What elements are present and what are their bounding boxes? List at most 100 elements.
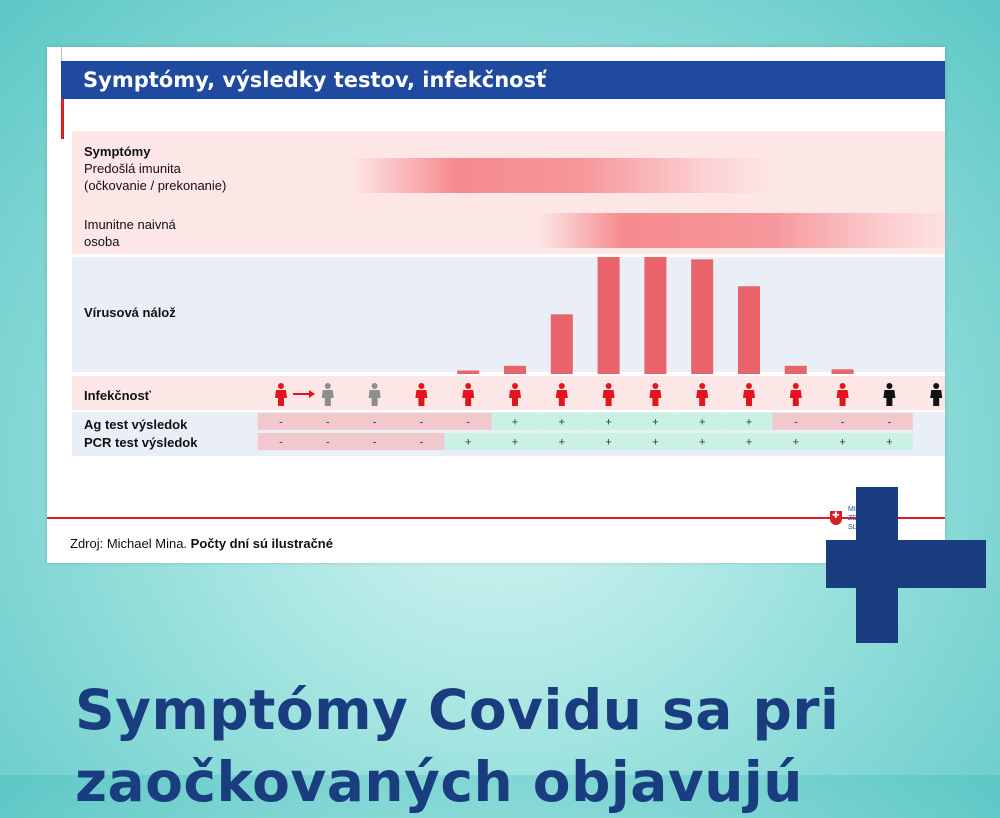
ag-test-cell — [632, 413, 679, 430]
ag-test-cell — [398, 413, 445, 430]
divider — [61, 47, 62, 61]
person-icon-head — [699, 383, 706, 389]
slovak-coat-of-arms-icon — [830, 511, 842, 525]
ag-test-cell — [351, 413, 398, 430]
ag-test-result: - — [326, 417, 330, 429]
arrow-icon — [309, 390, 315, 398]
ag-test-cell — [257, 413, 305, 430]
ag-test-result: - — [279, 417, 283, 429]
pcr-test-cell — [632, 433, 679, 450]
ag-test-cell — [444, 413, 492, 430]
ag-test-result: + — [605, 417, 611, 429]
person-icon — [883, 390, 896, 406]
ag-test-cell — [538, 413, 586, 430]
ag-test-result: - — [888, 417, 892, 429]
pcr-test-result: + — [605, 437, 611, 449]
ag-test-cell — [866, 413, 913, 430]
ag-test-result: + — [652, 417, 658, 429]
ag-test-cell — [491, 413, 539, 430]
person-icon — [836, 390, 849, 406]
pcr-test-cell — [772, 433, 820, 450]
ag-test-cell — [819, 413, 866, 430]
ag-test-cell — [725, 413, 773, 430]
person-icon — [368, 390, 381, 406]
viral-load-bar — [457, 370, 480, 374]
viral-load-row — [72, 257, 945, 372]
viral-load-bar — [831, 369, 854, 374]
source-prefix: Zdroj: Michael Mina. — [70, 536, 191, 551]
viral-load-bar — [597, 257, 620, 374]
person-icon — [321, 390, 334, 406]
pcr-test-result: + — [839, 437, 845, 449]
pcr-test-cell — [678, 433, 726, 450]
pcr-test-cell — [819, 433, 866, 450]
source-note: Zdroj: Michael Mina. Počty dní sú ilustr… — [70, 536, 333, 551]
person-icon-head — [371, 383, 378, 389]
person-icon — [415, 390, 428, 406]
slide-title: Symptómy, výsledky testov, infekčnosť — [83, 68, 547, 92]
ag-test-result: - — [794, 417, 798, 429]
pcr-test-cell — [257, 433, 305, 450]
ag-test-cell — [304, 413, 352, 430]
symptoms-immune-bar — [351, 158, 772, 193]
person-icon — [509, 390, 521, 406]
person-icon — [555, 390, 568, 406]
person-icon — [696, 390, 709, 406]
person-icon-head — [278, 383, 284, 389]
person-icon-head — [652, 383, 659, 389]
viral-load-bar — [784, 365, 807, 374]
naive-label-1: Imunitne naivná — [84, 217, 176, 232]
symptoms-naive-bar — [538, 213, 960, 248]
pcr-test-result: + — [559, 437, 565, 449]
ag-test-result: + — [699, 417, 705, 429]
pcr-test-result: - — [326, 437, 330, 449]
person-icon-head — [512, 383, 518, 389]
ag-test-result: - — [373, 417, 377, 429]
person-icon — [649, 390, 662, 406]
person-icon — [275, 390, 287, 406]
ag-test-result: - — [466, 417, 470, 429]
headline-line-2: zaočkovaných objavujú — [75, 750, 803, 814]
ag-test-result: - — [841, 417, 845, 429]
pcr-test-cell — [444, 433, 492, 450]
chart-svg: - - - - - + + + + + + - - - - - - - + + + + + + + + + + — [257, 257, 943, 450]
headline: Symptómy Covidu sa pri zaočkovaných obja… — [75, 674, 839, 818]
source-bold: Počty dní sú ilustračné — [190, 536, 333, 551]
viral-load-bar — [504, 365, 526, 374]
pcr-test-result: + — [465, 437, 471, 449]
pcr-test-cell — [304, 433, 352, 450]
slide-header: Symptómy, výsledky testov, infekčnosť — [61, 61, 945, 99]
pcr-test-cell — [725, 433, 773, 450]
person-icon-head — [886, 383, 893, 389]
person-icon — [789, 390, 802, 406]
viral-load-label: Vírusová nálož — [84, 305, 176, 320]
accent-bar — [61, 99, 64, 139]
immune-label-2: (očkovanie / prekonanie) — [84, 178, 227, 193]
pcr-test-cell — [491, 433, 539, 450]
ag-test-cell — [772, 413, 820, 430]
infectiousness-label: Infekčnosť — [84, 388, 151, 403]
person-icon — [462, 390, 475, 406]
viral-load-bar — [550, 314, 573, 374]
ag-test-cell — [585, 413, 632, 430]
ag-test-result: + — [746, 417, 752, 429]
viral-load-bar — [644, 257, 667, 374]
person-icon — [930, 390, 943, 406]
person-icon-head — [418, 383, 425, 389]
pcr-test-cell — [351, 433, 398, 450]
pcr-test-cell — [866, 433, 913, 450]
pcr-test-result: - — [373, 437, 377, 449]
viral-load-bar — [691, 259, 714, 374]
person-icon — [602, 390, 615, 406]
person-icon — [743, 390, 755, 406]
pcr-test-result: + — [512, 437, 518, 449]
pcr-test-cell — [398, 433, 445, 450]
pcr-test-result: + — [793, 437, 799, 449]
ag-test-result: + — [559, 417, 565, 429]
pcr-test-result: + — [699, 437, 705, 449]
ag-test-cell — [678, 413, 726, 430]
pcr-test-result: + — [886, 437, 892, 449]
pcr-test-result: - — [279, 437, 283, 449]
plus-icon-horizontal — [826, 540, 986, 588]
pcr-test-result: - — [420, 437, 424, 449]
